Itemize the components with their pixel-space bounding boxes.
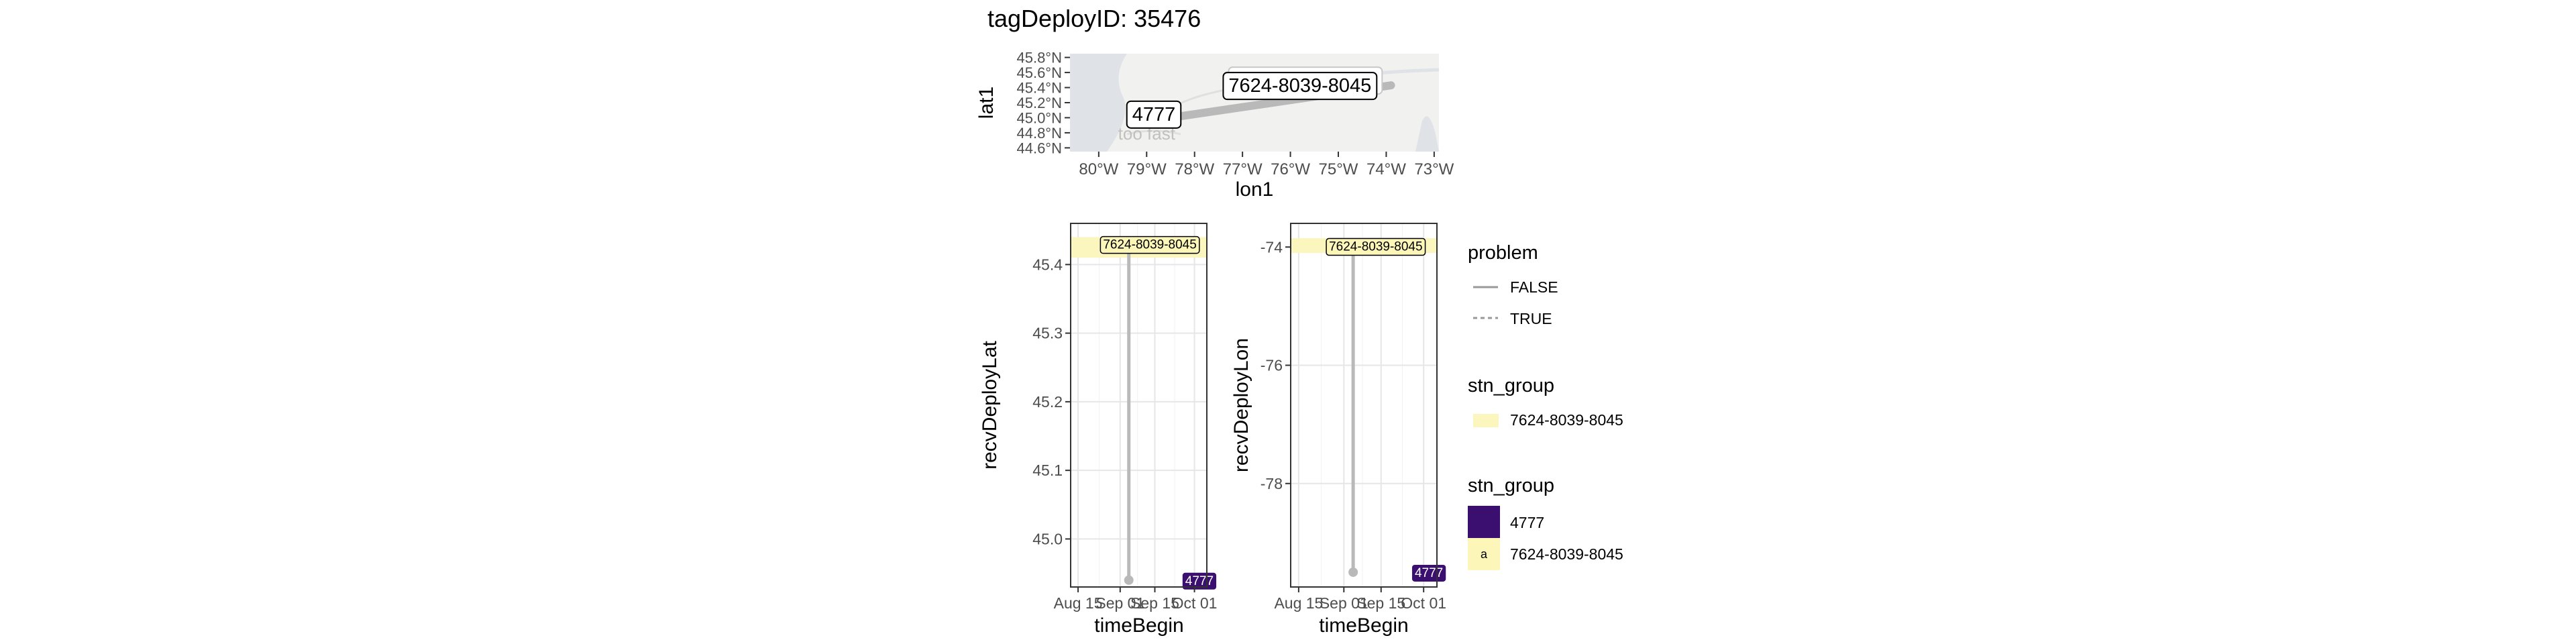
label-text: 4777 xyxy=(1185,574,1214,588)
y-tick-label: -76 xyxy=(1260,357,1283,374)
legend-key-fill-7624 xyxy=(1473,414,1499,427)
station-label-4777: 4777 xyxy=(1411,564,1446,582)
y-axis-title: recvDeployLat xyxy=(979,340,1001,469)
legend-key-glyph: a xyxy=(1481,516,1488,529)
y-tick-label: -78 xyxy=(1260,475,1283,492)
detection-point xyxy=(1124,575,1134,585)
legend-title-stn-group-fill: stn_group xyxy=(1468,375,1554,396)
y-tick-label: 45.0°N xyxy=(1016,109,1062,126)
y-tick-label: 45.2 xyxy=(1032,393,1063,411)
legend-key-glyph: a xyxy=(1481,547,1488,561)
x-tick-label: Oct 01 xyxy=(1172,594,1218,612)
y-tick-label: 45.8°N xyxy=(1016,50,1062,66)
legend-title-stn-group-label: stn_group xyxy=(1468,475,1554,496)
legend-label-7624-fill: 7624-8039-8045 xyxy=(1510,411,1623,429)
y-axis-title: lat1 xyxy=(975,87,998,119)
x-tick-label: Sep 15 xyxy=(1356,594,1405,612)
x-axis-title: timeBegin xyxy=(1094,614,1183,637)
panel-border xyxy=(1290,223,1438,588)
x-tick-label: 73°W xyxy=(1414,160,1454,178)
lake-ontario-shape xyxy=(1070,54,1127,152)
x-tick-label: Sep 15 xyxy=(1130,594,1179,612)
water-shape-east xyxy=(1415,116,1439,152)
label-text: 7624-8039-8045 xyxy=(1103,238,1196,252)
x-tick-label: Sep 01 xyxy=(1095,594,1144,612)
panel-background xyxy=(1071,223,1207,587)
x-tick-label: 78°W xyxy=(1175,160,1214,178)
x-axis-title: lon1 xyxy=(1236,178,1274,201)
y-tick-label: 45.2°N xyxy=(1016,95,1062,111)
y-tick-label: 45.3 xyxy=(1032,325,1063,342)
legend-label-true: TRUE xyxy=(1510,310,1552,327)
x-tick-label: 79°W xyxy=(1127,160,1167,178)
x-tick-label: Oct 01 xyxy=(1401,594,1446,612)
y-tick-label: 45.4 xyxy=(1032,256,1063,273)
legend-key-7624 xyxy=(1468,538,1500,570)
y-tick-label: 45.1 xyxy=(1032,462,1063,479)
label-text: 4777 xyxy=(1132,104,1176,125)
x-tick-label: Aug 15 xyxy=(1054,594,1103,612)
panel-background xyxy=(1291,223,1437,587)
legend-label-false: FALSE xyxy=(1510,278,1558,296)
figure-title: tagDeployID: 35476 xyxy=(987,5,1201,32)
x-tick-label: Aug 15 xyxy=(1274,594,1323,612)
x-tick-label: 77°W xyxy=(1223,160,1263,178)
station-label-4777: 4777 xyxy=(1126,100,1182,129)
x-tick-label: 74°W xyxy=(1366,160,1406,178)
y-axis-title: recvDeployLon xyxy=(1230,338,1252,472)
label-box xyxy=(1222,72,1378,101)
legend-key-4777 xyxy=(1468,506,1500,538)
detection-point xyxy=(1348,567,1358,577)
x-tick-label: 75°W xyxy=(1319,160,1358,178)
label-box xyxy=(1326,237,1426,256)
legend-title-problem: problem xyxy=(1468,242,1538,264)
x-tick-label: 76°W xyxy=(1271,160,1310,178)
y-tick-label: 44.6°N xyxy=(1016,140,1062,156)
y-tick-label: 45.0 xyxy=(1032,530,1063,547)
y-tick-label: 44.8°N xyxy=(1016,125,1062,142)
panel-border xyxy=(1070,223,1208,588)
legend: problem FALSE TRUE stn_group 7624-8039-8… xyxy=(1468,242,1623,570)
y-tick-label: 45.6°N xyxy=(1016,64,1062,81)
label-text: 7624-8039-8045 xyxy=(1329,239,1422,254)
road-line xyxy=(1126,129,1181,136)
legend-label-4777: 4777 xyxy=(1510,514,1544,531)
station-label-7624-8039-8045: 7624-8039-8045 xyxy=(1222,66,1383,101)
label-text: 4777 xyxy=(1415,566,1443,580)
legend-label-7624-label: 7624-8039-8045 xyxy=(1510,545,1623,563)
station-label-7624-8039-8045: 7624-8039-8045 xyxy=(1099,235,1200,254)
label-box xyxy=(1099,235,1200,254)
station-label-7624-8039-8045: 7624-8039-8045 xyxy=(1326,237,1426,256)
y-tick-label: -74 xyxy=(1260,238,1283,256)
x-axis-title: timeBegin xyxy=(1319,614,1408,637)
label-box xyxy=(1182,572,1217,590)
label-text: 7624-8039-8045 xyxy=(1228,75,1371,97)
y-tick-label: 45.4°N xyxy=(1016,80,1062,97)
x-tick-label: 80°W xyxy=(1079,160,1118,178)
x-tick-label: Sep 01 xyxy=(1320,594,1368,612)
label-box xyxy=(1126,100,1182,129)
map-panel: 80°W 79°W 78°W 77°W 76°W 75°W 74°W 73°W 44.6°N44… xyxy=(975,50,1454,201)
